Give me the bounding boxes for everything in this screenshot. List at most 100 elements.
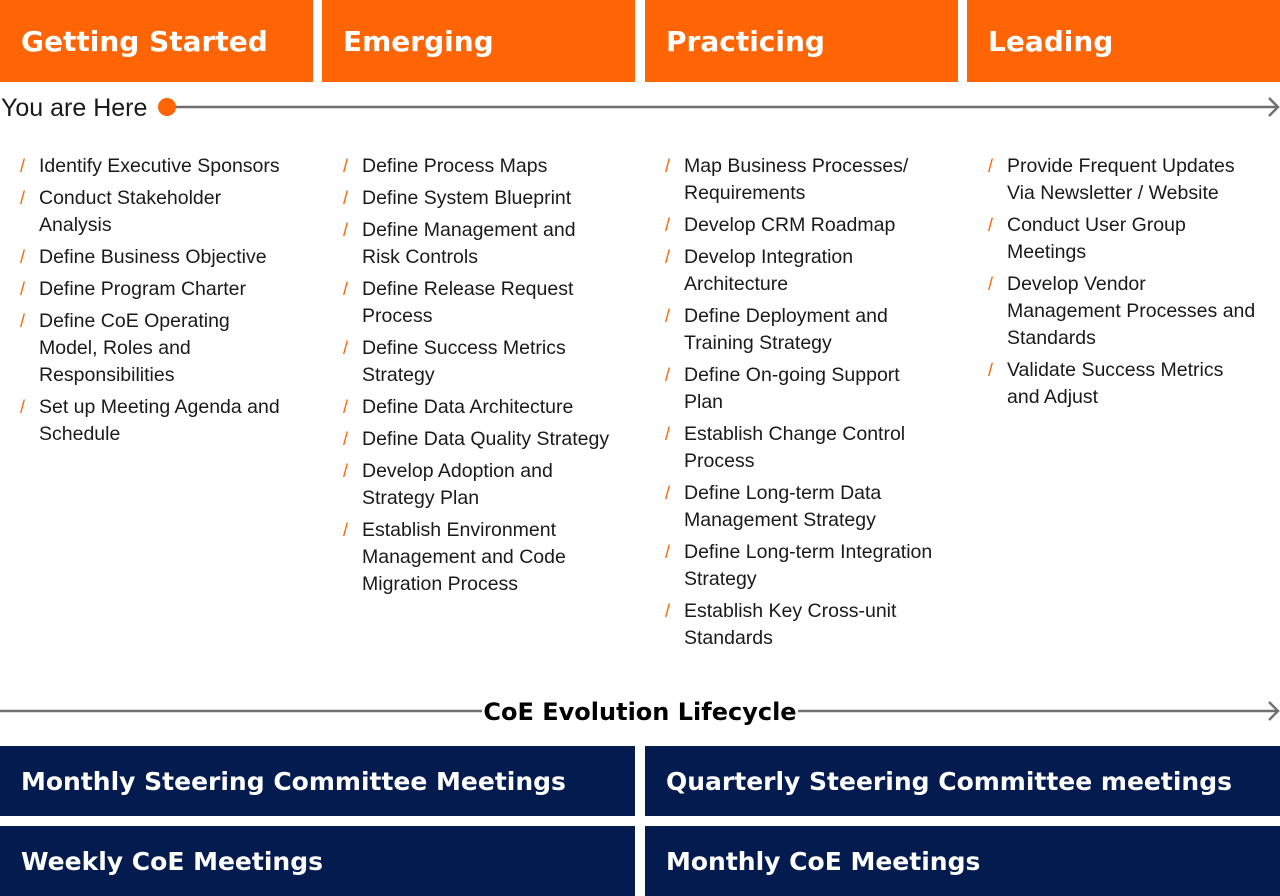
activity-text: Develop Vendor Management Processes and … (1007, 273, 1256, 349)
activity-text: Define Success Metrics Strategy (362, 337, 566, 386)
activity-item: / Establish Change Control Process (665, 421, 935, 475)
activity-item: / Establish Environment Management and Co… (343, 517, 613, 598)
stage-header-practicing: Practicing (645, 0, 958, 82)
activity-item: / Develop Vendor Management Processes and… (988, 271, 1258, 352)
slash-bullet-icon: / (665, 601, 671, 621)
timeline-arrow (158, 97, 1280, 117)
activity-item: / Define Data Quality Strategy (343, 426, 613, 453)
stage-header-emerging: Emerging (322, 0, 635, 82)
slash-bullet-icon: / (988, 215, 994, 235)
lifecycle-arrowhead (1268, 701, 1280, 721)
activity-text: Establish Key Cross-unit Standards (684, 600, 897, 649)
activity-text: Develop Adoption and Strategy Plan (362, 460, 553, 509)
slash-bullet-icon: / (343, 520, 349, 540)
activity-item: / Develop Adoption and Strategy Plan (343, 458, 613, 512)
activity-text: Set up Meeting Agenda and Schedule (39, 396, 280, 445)
timeline-arrowhead (1268, 97, 1280, 117)
activity-item: / Define Business Objective (20, 244, 290, 271)
stage-title: Emerging (343, 24, 494, 58)
activity-item: / Define On-going Support Plan (665, 362, 935, 416)
slash-bullet-icon: / (343, 338, 349, 358)
meeting-bar-quarterly-steering: Quarterly Steering Committee meetings (645, 746, 1280, 816)
activity-text: Define Business Objective (39, 246, 267, 268)
activity-text: Define On-going Support Plan (684, 364, 900, 413)
activity-text: Define Deployment and Training Strategy (684, 305, 888, 354)
activity-item: / Define Deployment and Training Strategy (665, 303, 935, 357)
slash-bullet-icon: / (20, 279, 26, 299)
slash-bullet-icon: / (20, 188, 26, 208)
slash-bullet-icon: / (343, 188, 349, 208)
activity-item: / Set up Meeting Agenda and Schedule (20, 394, 290, 448)
activity-item: / Establish Key Cross-unit Standards (665, 598, 935, 652)
activity-text: Identify Executive Sponsors (39, 155, 280, 177)
activity-text: Develop CRM Roadmap (684, 214, 896, 236)
activity-item: / Develop CRM Roadmap (665, 212, 935, 239)
activity-text: Map Business Processes/ Requirements (684, 155, 909, 204)
activity-list-emerging: / Define Process Maps / Define System Bluep… (343, 153, 613, 603)
activity-text: Develop Integration Architecture (684, 246, 854, 295)
you-are-here-marker (158, 98, 176, 116)
slash-bullet-icon: / (20, 156, 26, 176)
activity-text: Define Program Charter (39, 278, 246, 300)
slash-bullet-icon: / (665, 424, 671, 444)
activity-item: / Define Release Request Process (343, 276, 613, 330)
activity-text: Establish Change Control Process (684, 423, 906, 472)
slash-bullet-icon: / (665, 306, 671, 326)
activity-item: / Define Data Architecture (343, 394, 613, 421)
activity-item: / Validate Success Metrics and Adjust (988, 357, 1258, 411)
activity-text: Define Data Quality Strategy (362, 428, 610, 450)
slash-bullet-icon: / (988, 360, 994, 380)
meeting-bar-monthly-coe: Monthly CoE Meetings (645, 826, 1280, 896)
activity-item: / Define Long-term Data Management Strate… (665, 480, 935, 534)
meeting-label: Monthly Steering Committee Meetings (21, 766, 566, 796)
activity-item: / Define Management and Risk Controls (343, 217, 613, 271)
activity-item: / Define Long-term Integration Strategy (665, 539, 935, 593)
activity-text: Define Release Request Process (362, 278, 574, 327)
meeting-label: Quarterly Steering Committee meetings (666, 766, 1232, 796)
slash-bullet-icon: / (20, 247, 26, 267)
slash-bullet-icon: / (343, 156, 349, 176)
activity-item: / Conduct Stakeholder Analysis (20, 185, 290, 239)
slash-bullet-icon: / (665, 365, 671, 385)
stage-title: Getting Started (21, 24, 268, 58)
slash-bullet-icon: / (988, 156, 994, 176)
stage-header-getting-started: Getting Started (0, 0, 313, 82)
slash-bullet-icon: / (665, 156, 671, 176)
slash-bullet-icon: / (343, 279, 349, 299)
activity-item: / Develop Integration Architecture (665, 244, 935, 298)
activity-item: / Define Success Metrics Strategy (343, 335, 613, 389)
slash-bullet-icon: / (343, 429, 349, 449)
you-are-here-label: You are Here (1, 94, 148, 122)
slash-bullet-icon: / (343, 461, 349, 481)
activity-list-leading: / Provide Frequent Updates Via Newsletter… (988, 153, 1258, 416)
slash-bullet-icon: / (20, 311, 26, 331)
slash-bullet-icon: / (665, 247, 671, 267)
activity-text: Define CoE Operating Model, Roles and Re… (39, 310, 230, 386)
activity-text: Define Long-term Integration Strategy (684, 541, 933, 590)
activity-text: Define Process Maps (362, 155, 548, 177)
meeting-bar-monthly-steering: Monthly Steering Committee Meetings (0, 746, 635, 816)
activity-text: Provide Frequent Updates Via Newsletter … (1007, 155, 1235, 204)
activity-list-getting-started: / Identify Executive Sponsors / Conduct Sta… (20, 153, 290, 453)
activity-item: / Define CoE Operating Model, Roles and R… (20, 308, 290, 389)
slash-bullet-icon: / (665, 483, 671, 503)
activity-item: / Conduct User Group Meetings (988, 212, 1258, 266)
activity-list-practicing: / Map Business Processes/ Requirements / De… (665, 153, 935, 657)
activity-text: Establish Environment Management and Cod… (362, 519, 566, 595)
activity-item: / Define System Blueprint (343, 185, 613, 212)
activity-item: / Map Business Processes/ Requirements (665, 153, 935, 207)
activity-item: / Define Program Charter (20, 276, 290, 303)
stage-header-leading: Leading (967, 0, 1280, 82)
activity-text: Conduct Stakeholder Analysis (39, 187, 222, 236)
slash-bullet-icon: / (343, 397, 349, 417)
activity-text: Define Management and Risk Controls (362, 219, 576, 268)
lifecycle-title: CoE Evolution Lifecycle (482, 694, 798, 730)
slash-bullet-icon: / (665, 215, 671, 235)
slash-bullet-icon: / (988, 274, 994, 294)
slash-bullet-icon: / (665, 542, 671, 562)
slash-bullet-icon: / (343, 220, 349, 240)
activity-item: / Identify Executive Sponsors (20, 153, 290, 180)
activity-text: Validate Success Metrics and Adjust (1007, 359, 1224, 408)
activity-item: / Provide Frequent Updates Via Newsletter… (988, 153, 1258, 207)
meeting-bar-weekly-coe: Weekly CoE Meetings (0, 826, 635, 896)
